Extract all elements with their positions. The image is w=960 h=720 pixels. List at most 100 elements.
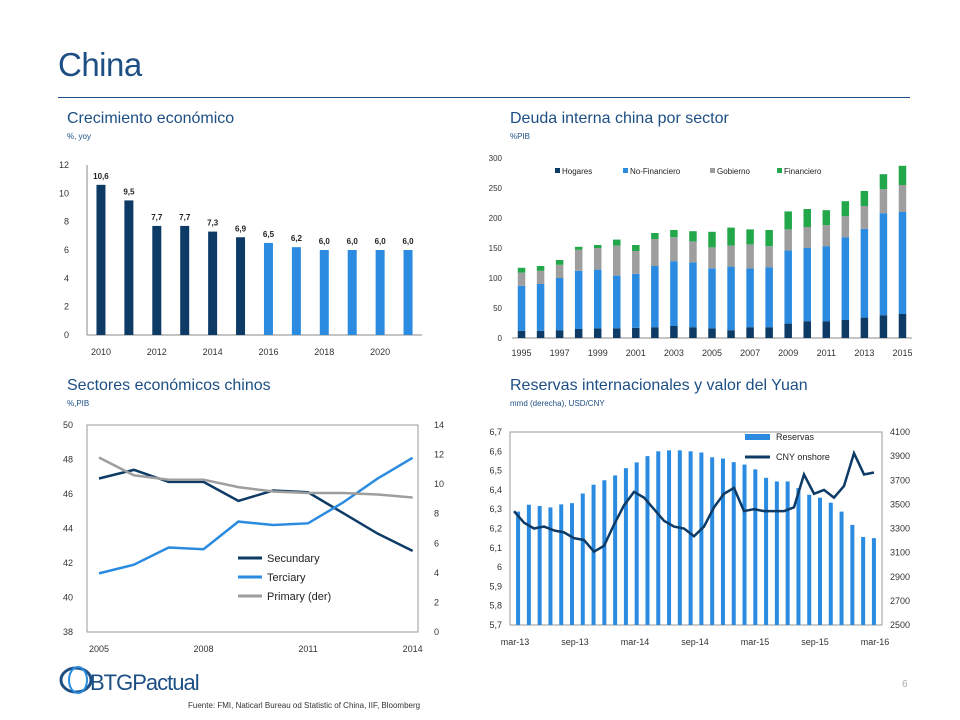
y-tick-label-right: 3500 [890,499,910,509]
stacked-bar-segment [670,230,678,238]
stacked-bar-segment [841,216,850,238]
y-tick-label-left: 44 [63,524,73,534]
stacked-bar-segment [822,321,831,338]
y-tick-label-left: 6,6 [489,446,502,456]
data-label: 10,6 [93,172,109,181]
reserve-bar [667,450,672,625]
legend-label: CNY onshore [776,452,830,462]
stacked-bar-segment [784,229,792,251]
stacked-bar-segment [860,317,869,338]
y-tick-label-left: 5,9 [489,581,502,591]
bar [208,231,218,335]
stacked-bar-segment [879,213,888,316]
x-tick-label: 2005 [702,348,722,358]
stacked-bar-segment [555,260,564,265]
bar [152,225,162,335]
debt-chart-subtitle: %PIB [510,132,531,141]
y-tick-label-right: 2900 [890,572,910,582]
y-tick-label-right: 12 [434,450,444,460]
series-line [98,468,414,553]
stacked-bar-segment [879,189,888,214]
x-tick-label: 2007 [740,348,760,358]
stacked-bar-segment [651,233,659,239]
y-tick-label: 100 [489,274,503,283]
reserve-bar [871,538,876,625]
y-tick-label-right: 0 [434,627,439,637]
stacked-bar-segment [555,264,564,278]
stacked-bar-segment [879,315,888,338]
legend-swatch [745,434,770,440]
bar [403,250,413,335]
stacked-bar-segment [708,268,716,329]
cny-line [513,449,875,554]
logo-swirl-icon [59,666,93,694]
y-tick-label-left: 48 [63,455,73,465]
reserve-bar [861,536,866,625]
legend-label: Gobierno [717,167,750,176]
stacked-bar-segment [536,266,545,271]
stacked-bar-segment [708,328,716,338]
plot-frame [509,431,883,626]
reserve-bar [742,464,747,625]
bar [180,225,190,335]
stacked-bar-segment [746,244,754,269]
growth-chart-subtitle: %, yoy [67,132,92,141]
bar [124,200,134,335]
bar [291,247,301,335]
stacked-bar-segment [727,266,735,331]
reserve-bar [580,493,585,625]
stacked-bar-segment [898,212,907,314]
reserve-bar [677,450,682,625]
stacked-bar-segment [860,228,869,318]
legend-label: Financiero [784,167,822,176]
y-tick-label-left: 40 [63,593,73,603]
stacked-bar-segment [632,251,640,274]
reserve-bar [710,457,715,625]
stacked-bar-segment [784,323,792,338]
bar [236,237,246,335]
y-tick-label-right: 6 [434,538,439,548]
x-tick-label: 2011 [817,348,836,358]
x-tick-label: 1995 [512,348,532,358]
stacked-bar-segment [517,285,526,331]
y-tick-label-left: 5,7 [489,620,502,630]
reserve-bar [623,468,628,625]
stacked-bar-segment [765,246,773,268]
data-label: 7,3 [207,219,219,228]
reserve-bar [785,481,790,625]
stacked-bar-segment [803,227,811,248]
logo-wordmark: BTGPactual [90,670,200,695]
y-tick-label-left: 5,8 [489,601,502,611]
x-tick-label: mar-13 [501,637,530,647]
stacked-bar-segment [803,248,811,322]
stacked-bar-segment [632,273,640,328]
y-tick-label-left: 42 [63,558,73,568]
y-tick-label: 8 [64,217,69,227]
y-tick-label: 6 [64,245,69,255]
stacked-bar-segment [536,330,545,338]
data-label: 6,0 [375,237,387,246]
stacked-bar-segment [765,230,773,247]
stacked-bar-segment [841,320,850,338]
stacked-bar-segment [841,201,850,217]
y-tick-label-left: 6,1 [489,543,502,553]
data-label: 6,5 [263,230,275,239]
stacked-bar-segment [879,174,888,190]
stacked-bar-segment [574,329,583,338]
legend-swatch [710,168,715,173]
stacked-bar-segment [613,239,621,246]
stacked-bar-segment [632,245,640,251]
y-tick-label-right: 4100 [890,427,910,437]
stacked-bar-segment [574,246,583,250]
x-tick-label: 2016 [258,347,278,357]
y-tick-label: 150 [489,244,503,253]
y-tick-label-left: 38 [63,627,73,637]
reserve-bar [818,497,822,625]
legend-label: Hogares [562,167,592,176]
stacked-bar-segment [593,245,602,248]
reserve-bar [774,481,779,625]
stacked-bar-segment [898,314,907,338]
data-label: 7,7 [179,213,191,222]
data-label: 6,0 [402,237,414,246]
